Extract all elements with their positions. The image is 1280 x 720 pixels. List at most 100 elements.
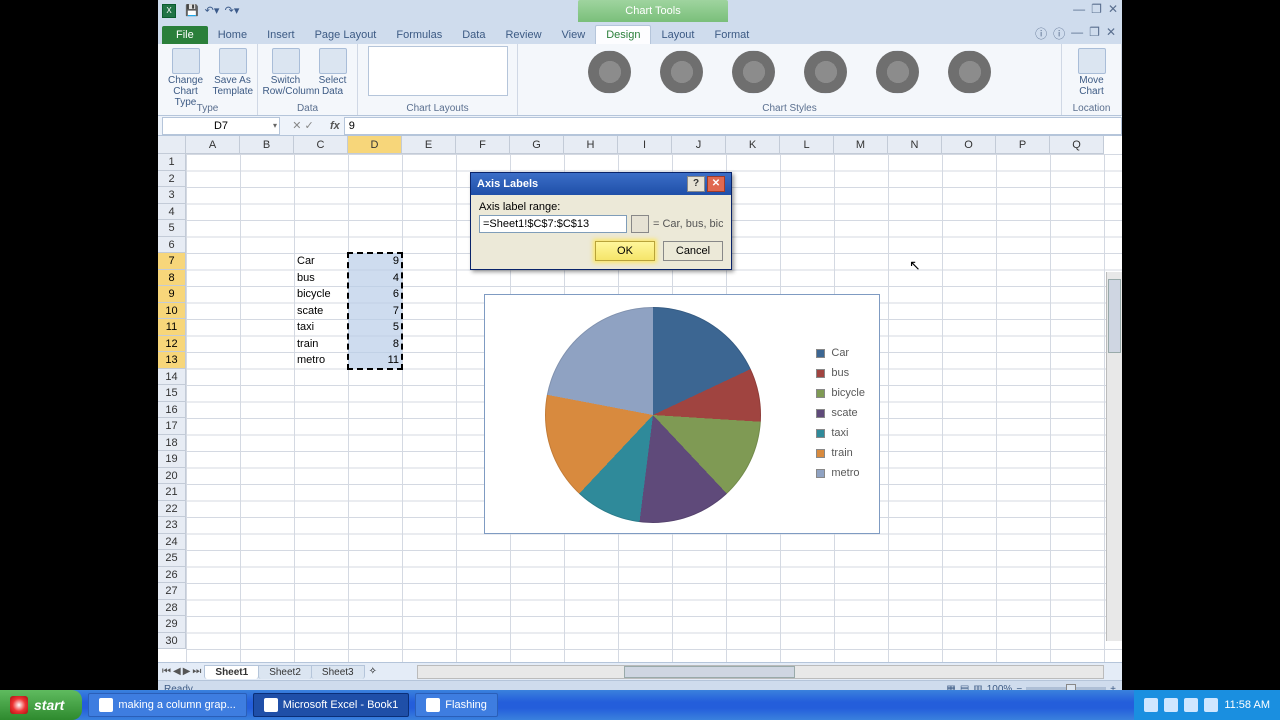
legend-item[interactable]: bus: [816, 363, 865, 383]
chart-style-thumb[interactable]: [579, 50, 641, 94]
axis-label-range-input[interactable]: =Sheet1!$C$7:$C$13: [479, 215, 627, 233]
workbook-close-icon[interactable]: ✕: [1106, 25, 1116, 42]
row-header[interactable]: 7: [158, 253, 186, 270]
tray-icon[interactable]: [1164, 698, 1178, 712]
sheet-nav-prev-icon[interactable]: ◀: [173, 666, 181, 677]
row-header[interactable]: 30: [158, 633, 186, 650]
restore-icon[interactable]: ❐: [1091, 2, 1102, 16]
taskbar-item[interactable]: making a column grap...: [88, 693, 246, 717]
row-header[interactable]: 1: [158, 154, 186, 171]
worksheet[interactable]: ABCDEFGHIJKLMNOPQ 1234567891011121314151…: [158, 136, 1122, 676]
tray-icon[interactable]: [1144, 698, 1158, 712]
column-header[interactable]: H: [564, 136, 618, 154]
chart-style-thumb[interactable]: [723, 50, 785, 94]
cell[interactable]: 11: [348, 352, 402, 369]
cell[interactable]: 5: [348, 319, 402, 336]
formula-input[interactable]: 9: [344, 117, 1122, 135]
row-header[interactable]: 9: [158, 286, 186, 303]
ok-button[interactable]: OK: [595, 241, 655, 261]
legend-item[interactable]: train: [816, 443, 865, 463]
collapse-dialog-icon[interactable]: [631, 215, 649, 233]
sheet-nav-next-icon[interactable]: ▶: [183, 666, 191, 677]
move-chart-button[interactable]: Move Chart: [1069, 46, 1115, 97]
sheet-tab-sheet2[interactable]: Sheet2: [258, 665, 312, 679]
formula-bar-buttons[interactable]: ✕ ✓: [280, 119, 326, 132]
cell[interactable]: 7: [348, 303, 402, 320]
row-header[interactable]: 28: [158, 600, 186, 617]
column-header[interactable]: M: [834, 136, 888, 154]
sheet-nav-last-icon[interactable]: ⏭: [192, 666, 201, 677]
qat-save-icon[interactable]: 💾: [184, 3, 200, 19]
row-header[interactable]: 14: [158, 369, 186, 386]
horizontal-scrollbar[interactable]: [417, 665, 1104, 679]
chart-style-thumb[interactable]: [939, 50, 1001, 94]
chart-style-thumb[interactable]: [795, 50, 857, 94]
row-header[interactable]: 18: [158, 435, 186, 452]
tab-page-layout[interactable]: Page Layout: [305, 26, 387, 44]
row-header[interactable]: 26: [158, 567, 186, 584]
row-header[interactable]: 2: [158, 171, 186, 188]
row-header[interactable]: 19: [158, 451, 186, 468]
legend-item[interactable]: bicycle: [816, 383, 865, 403]
cell[interactable]: bicycle: [294, 286, 348, 303]
cell[interactable]: 8: [348, 336, 402, 353]
tray-icon[interactable]: [1184, 698, 1198, 712]
column-header[interactable]: J: [672, 136, 726, 154]
change-chart-type-button[interactable]: Change Chart Type: [163, 46, 209, 108]
row-header[interactable]: 15: [158, 385, 186, 402]
tab-home[interactable]: Home: [208, 26, 257, 44]
column-header[interactable]: F: [456, 136, 510, 154]
column-header[interactable]: B: [240, 136, 294, 154]
row-header[interactable]: 21: [158, 484, 186, 501]
row-header[interactable]: 5: [158, 220, 186, 237]
row-header[interactable]: 22: [158, 501, 186, 518]
tab-layout[interactable]: Layout: [651, 26, 704, 44]
tray-icon[interactable]: [1204, 698, 1218, 712]
row-header[interactable]: 16: [158, 402, 186, 419]
help-icon[interactable]: ⓘ: [1053, 25, 1065, 42]
tab-format[interactable]: Format: [704, 26, 759, 44]
column-header[interactable]: C: [294, 136, 348, 154]
cell[interactable]: taxi: [294, 319, 348, 336]
vertical-scrollbar[interactable]: [1106, 272, 1122, 641]
column-header[interactable]: L: [780, 136, 834, 154]
tab-data[interactable]: Data: [452, 26, 495, 44]
select-all-corner[interactable]: [158, 136, 186, 154]
cancel-button[interactable]: Cancel: [663, 241, 723, 261]
row-header[interactable]: 17: [158, 418, 186, 435]
sheet-nav-first-icon[interactable]: ⏮: [162, 666, 171, 677]
chart-layouts-gallery[interactable]: [368, 46, 508, 96]
column-header[interactable]: E: [402, 136, 456, 154]
row-header[interactable]: 10: [158, 303, 186, 320]
dialog-title-bar[interactable]: Axis Labels ? ✕: [471, 173, 731, 195]
switch-row-column-button[interactable]: Switch Row/Column: [263, 46, 309, 97]
column-header[interactable]: O: [942, 136, 996, 154]
cell[interactable]: 6: [348, 286, 402, 303]
tab-design[interactable]: Design: [595, 25, 651, 44]
row-header[interactable]: 4: [158, 204, 186, 221]
legend-item[interactable]: Car: [816, 343, 865, 363]
tab-insert[interactable]: Insert: [257, 26, 305, 44]
taskbar-item[interactable]: Microsoft Excel - Book1: [253, 693, 410, 717]
chart-style-thumb[interactable]: [651, 50, 713, 94]
sheet-tab-sheet1[interactable]: Sheet1: [204, 665, 259, 679]
cell[interactable]: scate: [294, 303, 348, 320]
select-data-button[interactable]: Select Data: [313, 46, 353, 97]
dialog-close-icon[interactable]: ✕: [707, 176, 725, 192]
ribbon-minimize-icon[interactable]: ⓘ: [1035, 25, 1047, 42]
workbook-minimize-icon[interactable]: —: [1071, 25, 1083, 42]
chart-style-thumb[interactable]: [867, 50, 929, 94]
chart-legend[interactable]: Carbusbicyclescatetaxitrainmetro: [816, 343, 865, 483]
row-header[interactable]: 12: [158, 336, 186, 353]
legend-item[interactable]: scate: [816, 403, 865, 423]
row-header[interactable]: 29: [158, 616, 186, 633]
cell[interactable]: 9: [348, 253, 402, 270]
column-header[interactable]: A: [186, 136, 240, 154]
cell[interactable]: Car: [294, 253, 348, 270]
column-header[interactable]: K: [726, 136, 780, 154]
column-header[interactable]: Q: [1050, 136, 1104, 154]
legend-item[interactable]: taxi: [816, 423, 865, 443]
start-button[interactable]: start: [0, 690, 82, 720]
cell[interactable]: train: [294, 336, 348, 353]
tab-review[interactable]: Review: [495, 26, 551, 44]
